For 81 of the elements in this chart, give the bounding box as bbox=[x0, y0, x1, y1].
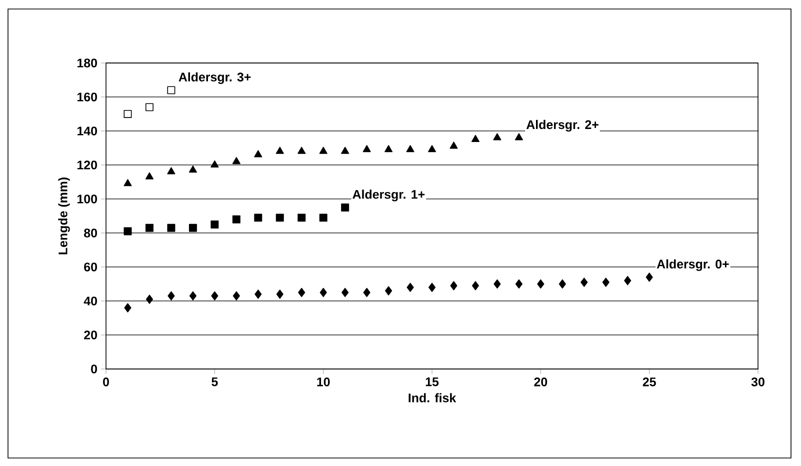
point bbox=[232, 215, 240, 224]
point bbox=[298, 288, 306, 298]
point bbox=[514, 133, 523, 140]
x-tick-label: 25 bbox=[642, 378, 656, 386]
point bbox=[385, 286, 392, 296]
point bbox=[146, 294, 154, 304]
series-label: Aldersgr. 3+ bbox=[178, 72, 251, 84]
point bbox=[211, 291, 218, 300]
point bbox=[341, 146, 350, 154]
point bbox=[254, 214, 262, 222]
point bbox=[450, 281, 458, 290]
series-label: Aldersgr. 0+ bbox=[656, 259, 729, 271]
point bbox=[254, 290, 262, 299]
point bbox=[384, 145, 393, 152]
point bbox=[189, 291, 196, 300]
point bbox=[320, 288, 327, 298]
point bbox=[298, 146, 306, 154]
point bbox=[145, 172, 154, 180]
point bbox=[145, 103, 154, 112]
series-label: Aldersgr. 1+ bbox=[352, 190, 425, 202]
point bbox=[276, 214, 284, 222]
y-tick-label: 180 bbox=[77, 58, 97, 68]
point bbox=[167, 86, 176, 94]
y-tick-label: 80 bbox=[84, 228, 97, 238]
point bbox=[363, 288, 370, 298]
point bbox=[298, 214, 306, 222]
x-tick-label: 15 bbox=[426, 378, 439, 386]
point bbox=[537, 279, 544, 289]
point bbox=[341, 203, 350, 212]
y-tick-label: 100 bbox=[77, 194, 97, 204]
point bbox=[471, 134, 480, 142]
y-axis-title: Lengde (mm) bbox=[58, 178, 70, 254]
point bbox=[494, 279, 501, 289]
point bbox=[210, 160, 219, 168]
point bbox=[472, 281, 480, 290]
y-tick-label: 40 bbox=[84, 296, 97, 306]
y-tick-label: 20 bbox=[84, 330, 97, 340]
point bbox=[319, 214, 328, 222]
point bbox=[276, 290, 284, 299]
point bbox=[428, 145, 436, 152]
point bbox=[124, 303, 132, 312]
point bbox=[232, 291, 240, 300]
x-tick-label: 20 bbox=[534, 378, 548, 386]
point bbox=[406, 145, 414, 152]
point bbox=[124, 227, 132, 236]
point bbox=[558, 279, 566, 289]
point bbox=[167, 224, 176, 232]
point bbox=[580, 278, 588, 287]
point bbox=[168, 291, 175, 300]
point bbox=[515, 279, 522, 289]
point bbox=[124, 179, 132, 186]
point bbox=[428, 282, 436, 292]
point bbox=[124, 110, 132, 118]
point bbox=[602, 278, 610, 287]
x-axis-title: Ind. fisk bbox=[408, 393, 456, 402]
point bbox=[493, 133, 502, 140]
y-tick-label: 60 bbox=[84, 262, 97, 272]
point bbox=[254, 150, 262, 158]
point bbox=[342, 288, 349, 298]
point bbox=[646, 272, 653, 282]
x-tick-label: 30 bbox=[751, 378, 764, 386]
x-tick-label: 10 bbox=[317, 378, 330, 386]
x-tick-label: 5 bbox=[212, 378, 218, 386]
point bbox=[276, 146, 284, 154]
point bbox=[145, 224, 154, 232]
point bbox=[406, 282, 414, 292]
x-tick-label: 0 bbox=[103, 378, 109, 386]
point bbox=[362, 145, 371, 152]
y-tick-label: 140 bbox=[77, 126, 97, 136]
point bbox=[210, 220, 219, 228]
point bbox=[319, 146, 328, 154]
point bbox=[450, 142, 458, 149]
series-label: Aldersgr. 2+ bbox=[526, 120, 598, 132]
point bbox=[624, 276, 632, 286]
y-tick-label: 160 bbox=[77, 92, 97, 102]
y-tick-label: 120 bbox=[77, 160, 97, 170]
point bbox=[188, 166, 197, 173]
point bbox=[188, 224, 197, 232]
y-tick-label: 0 bbox=[91, 364, 97, 374]
point bbox=[232, 157, 240, 164]
point bbox=[167, 167, 176, 174]
